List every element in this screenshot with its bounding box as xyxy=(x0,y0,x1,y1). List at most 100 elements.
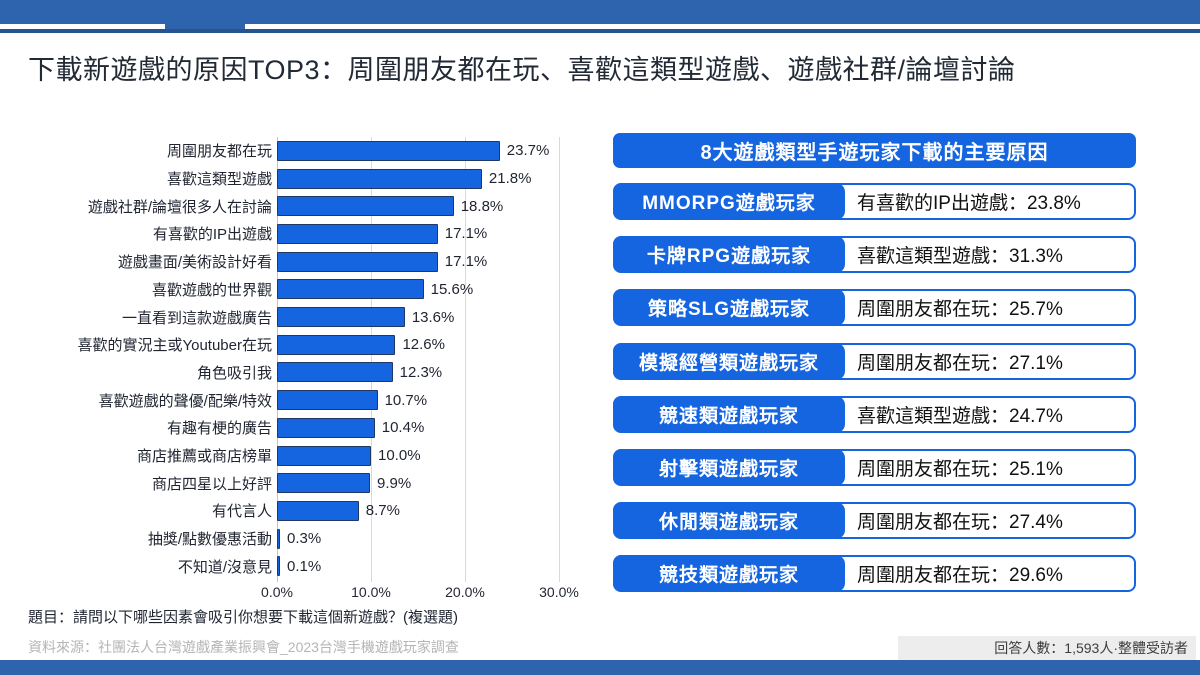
bar-row: 喜歡遊戲的聲優/配樂/特效 10.7% xyxy=(0,386,620,414)
bar xyxy=(277,500,359,521)
bar-value-label: 10.4% xyxy=(381,419,425,437)
bar-category-label: 周圍朋友都在玩 xyxy=(166,143,272,161)
right-panel: 8大遊戲類型手遊玩家下載的主要原因 MMORPG遊戲玩家 有喜歡的IP出遊戲：23… xyxy=(613,133,1136,593)
bar-category-label: 有喜歡的IP出遊戲 xyxy=(152,226,272,244)
gridline xyxy=(277,137,278,582)
panel-row-reason: 周圍朋友都在玩：25.7% xyxy=(857,299,1063,321)
bottom-banner xyxy=(0,660,1200,675)
bar-category-label: 喜歡遊戲的聲優/配樂/特效 xyxy=(98,392,272,410)
bar xyxy=(277,307,405,328)
respondent-count-text: 回答人數：1,593人·整體受訪者 xyxy=(994,640,1188,656)
bar xyxy=(277,196,454,217)
top-banner-thin-line xyxy=(0,29,1200,33)
panel-row-group-pill: 競速類遊戲玩家 xyxy=(613,395,845,433)
bar-chart: 周圍朋友都在玩 23.7% 喜歡這類型遊戲 21.8% 遊戲社群/論壇很多人在討論 18.… xyxy=(0,137,620,582)
x-axis-tick-label: 30.0% xyxy=(539,584,579,600)
bar-value-label: 10.7% xyxy=(384,391,428,409)
gridline xyxy=(371,137,372,582)
bar-row: 喜歡遊戲的世界觀 15.6% xyxy=(0,276,620,304)
slide-title: 下載新遊戲的原因TOP3：周圍朋友都在玩、喜歡這類型遊戲、遊戲社群/論壇討論 xyxy=(28,55,1016,85)
bar-value-label: 8.7% xyxy=(365,502,400,520)
bar-category-label: 有趣有梗的廣告 xyxy=(166,420,272,438)
bar-row: 抽獎/點數優惠活動 0.3% xyxy=(0,525,620,553)
footer-source: 資料來源：社團法人台灣遊戲產業振興會_2023台灣手機遊戲玩家調查 xyxy=(28,639,459,655)
bar-value-label: 12.3% xyxy=(399,363,443,381)
x-axis-tick-label: 0.0% xyxy=(261,584,293,600)
gridline xyxy=(559,137,560,582)
bar-row: 有趣有梗的廣告 10.4% xyxy=(0,414,620,442)
panel-row-group-pill: 休閒類遊戲玩家 xyxy=(613,502,845,540)
panel-row-reason: 喜歡這類型遊戲：24.7% xyxy=(857,405,1063,427)
bar xyxy=(277,556,280,577)
bar-category-label: 一直看到這款遊戲廣告 xyxy=(121,309,272,327)
panel-row-group-pill: 策略SLG遊戲玩家 xyxy=(613,289,845,327)
bar-category-label: 喜歡遊戲的世界觀 xyxy=(151,281,272,299)
bar-value-label: 21.8% xyxy=(488,170,532,188)
panel-row-group-pill: MMORPG遊戲玩家 xyxy=(613,183,845,220)
bar-row: 周圍朋友都在玩 23.7% xyxy=(0,137,620,165)
panel-row-reason: 喜歡這類型遊戲：31.3% xyxy=(857,246,1063,268)
bar-row: 有喜歡的IP出遊戲 17.1% xyxy=(0,220,620,248)
panel-row: 策略SLG遊戲玩家 周圍朋友都在玩：25.7% xyxy=(613,289,1136,327)
top-banner-band xyxy=(0,0,1200,24)
bar xyxy=(277,390,378,411)
bar-row: 一直看到這款遊戲廣告 13.6% xyxy=(0,303,620,331)
bar xyxy=(277,223,438,244)
panel-row-group-pill: 射擊類遊戲玩家 xyxy=(613,449,845,486)
top-banner-stripe-notch xyxy=(165,24,245,29)
bar xyxy=(277,140,500,161)
bar-row: 喜歡這類型遊戲 21.8% xyxy=(0,165,620,193)
gridline xyxy=(465,137,466,582)
bar xyxy=(277,417,375,438)
panel-row-group-pill: 競技類遊戲玩家 xyxy=(613,555,845,593)
bar-value-label: 12.6% xyxy=(402,336,445,354)
bar-category-label: 抽獎/點數優惠活動 xyxy=(147,531,272,549)
bar-category-label: 喜歡的實況主或Youtuber在玩 xyxy=(77,337,272,355)
panel-row: 競速類遊戲玩家 喜歡這類型遊戲：24.7% xyxy=(613,395,1136,433)
panel-row-reason: 周圍朋友都在玩：29.6% xyxy=(857,565,1063,587)
bar-row: 喜歡的實況主或Youtuber在玩 12.6% xyxy=(0,331,620,359)
bar xyxy=(277,279,424,300)
bar-value-label: 10.0% xyxy=(378,447,421,465)
bar-row: 不知道/沒意見 0.1% xyxy=(0,553,620,581)
bar-category-label: 喜歡這類型遊戲 xyxy=(166,171,272,189)
panel-row-reason: 周圍朋友都在玩：27.1% xyxy=(857,352,1063,374)
x-axis-tick-label: 20.0% xyxy=(445,584,485,600)
bar-value-label: 15.6% xyxy=(430,280,474,298)
respondent-count-box: 回答人數：1,593人·整體受訪者 xyxy=(898,636,1196,660)
panel-row-reason: 周圍朋友都在玩：25.1% xyxy=(857,459,1063,480)
panel-row: 模擬經營類遊戲玩家 周圍朋友都在玩：27.1% xyxy=(613,342,1136,380)
panel-row: 射擊類遊戲玩家 周圍朋友都在玩：25.1% xyxy=(613,449,1136,486)
bar-row: 角色吸引我 12.3% xyxy=(0,359,620,387)
panel-row: 卡牌RPG遊戲玩家 喜歡這類型遊戲：31.3% xyxy=(613,236,1136,274)
bar-value-label: 9.9% xyxy=(377,474,412,492)
panel-row: MMORPG遊戲玩家 有喜歡的IP出遊戲：23.8% xyxy=(613,183,1136,220)
panel-row-reason: 周圍朋友都在玩：27.4% xyxy=(857,512,1063,534)
panel-row-group-pill: 卡牌RPG遊戲玩家 xyxy=(613,236,845,274)
panel-row: 競技類遊戲玩家 周圍朋友都在玩：29.6% xyxy=(613,555,1136,593)
bar xyxy=(277,168,482,189)
bar-chart-x-axis: 0.0% 10.0% 20.0% 30.0% xyxy=(0,584,620,604)
bar-value-label: 0.1% xyxy=(287,557,322,575)
bar xyxy=(277,251,438,272)
bar xyxy=(277,334,396,355)
x-axis-tick-label: 10.0% xyxy=(351,584,391,600)
bar-value-label: 17.1% xyxy=(444,225,488,243)
bar xyxy=(277,445,371,466)
bar-category-label: 不知道/沒意見 xyxy=(177,558,272,576)
bar-category-label: 遊戲社群/論壇很多人在討論 xyxy=(87,198,272,216)
bar-category-label: 商店推薦或商店榜單 xyxy=(136,448,272,466)
bar-value-label: 17.1% xyxy=(444,253,488,271)
bar xyxy=(277,528,280,549)
bar-row: 商店推薦或商店榜單 10.0% xyxy=(0,442,620,470)
bar-value-label: 0.3% xyxy=(287,530,322,548)
bar-value-label: 18.8% xyxy=(460,197,504,215)
bar-category-label: 商店四星以上好評 xyxy=(151,475,272,493)
footer-question: 題目：請問以下哪些因素會吸引你想要下載這個新遊戲？(複選題) xyxy=(28,609,458,626)
top-banner xyxy=(0,0,1200,33)
panel-row: 休閒類遊戲玩家 周圍朋友都在玩：27.4% xyxy=(613,502,1136,540)
bar-row: 遊戲畫面/美術設計好看 17.1% xyxy=(0,248,620,276)
bar-value-label: 23.7% xyxy=(506,142,550,160)
bar-category-label: 遊戲畫面/美術設計好看 xyxy=(117,254,272,272)
bar-row: 商店四星以上好評 9.9% xyxy=(0,469,620,497)
